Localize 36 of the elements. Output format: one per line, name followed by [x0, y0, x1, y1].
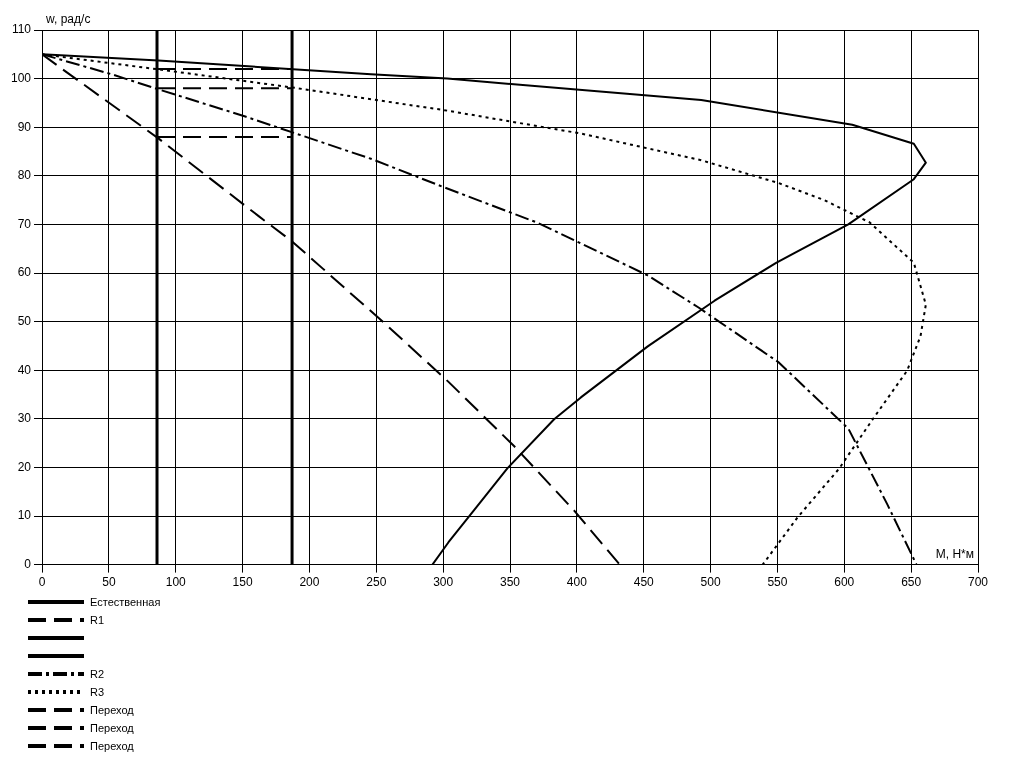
x-tick-label: 350 [500, 575, 521, 590]
x-tick-label: 200 [299, 575, 320, 590]
y-tick-label: 60 [17, 265, 32, 280]
x-tick-label: 150 [232, 575, 253, 590]
y-tick-label: 90 [17, 119, 32, 134]
legend-label: R3 [90, 686, 105, 698]
x-tick-label: 450 [633, 575, 655, 590]
x-tick-label: 500 [700, 575, 721, 590]
y-tick-label: 20 [17, 459, 32, 474]
x-tick-label: 700 [967, 575, 989, 590]
y-tick-label: 100 [10, 70, 32, 85]
y-tick-label: 70 [17, 216, 32, 231]
x-tick-label: 250 [366, 575, 387, 590]
x-tick-label: 600 [834, 575, 855, 590]
x-tick-label: 550 [767, 575, 788, 590]
y-tick-label: 50 [17, 313, 32, 328]
y-tick-label: 10 [17, 508, 32, 523]
x-tick-label: 100 [165, 575, 187, 590]
y-tick-label: 30 [17, 411, 32, 426]
legend-label: Переход [90, 740, 134, 752]
legend-label: Переход [90, 704, 134, 716]
x-axis-title: M, Н*м [935, 546, 974, 561]
y-tick-label: 0 [24, 556, 32, 571]
x-tick-label: 400 [566, 575, 588, 590]
legend-label: R2 [90, 668, 105, 680]
y-tick-label: 110 [11, 22, 32, 37]
legend-label: R1 [90, 614, 105, 626]
y-tick-label: 40 [17, 362, 32, 377]
x-tick-label: 0 [38, 575, 46, 590]
y-axis-title: w, рад/с [45, 12, 91, 27]
x-tick-label: 650 [901, 575, 922, 590]
legend-label: Естественная [90, 596, 161, 608]
y-tick-label: 80 [17, 168, 32, 183]
x-tick-label: 50 [102, 575, 116, 590]
legend-label: Переход [90, 722, 134, 734]
x-tick-label: 300 [433, 575, 454, 590]
